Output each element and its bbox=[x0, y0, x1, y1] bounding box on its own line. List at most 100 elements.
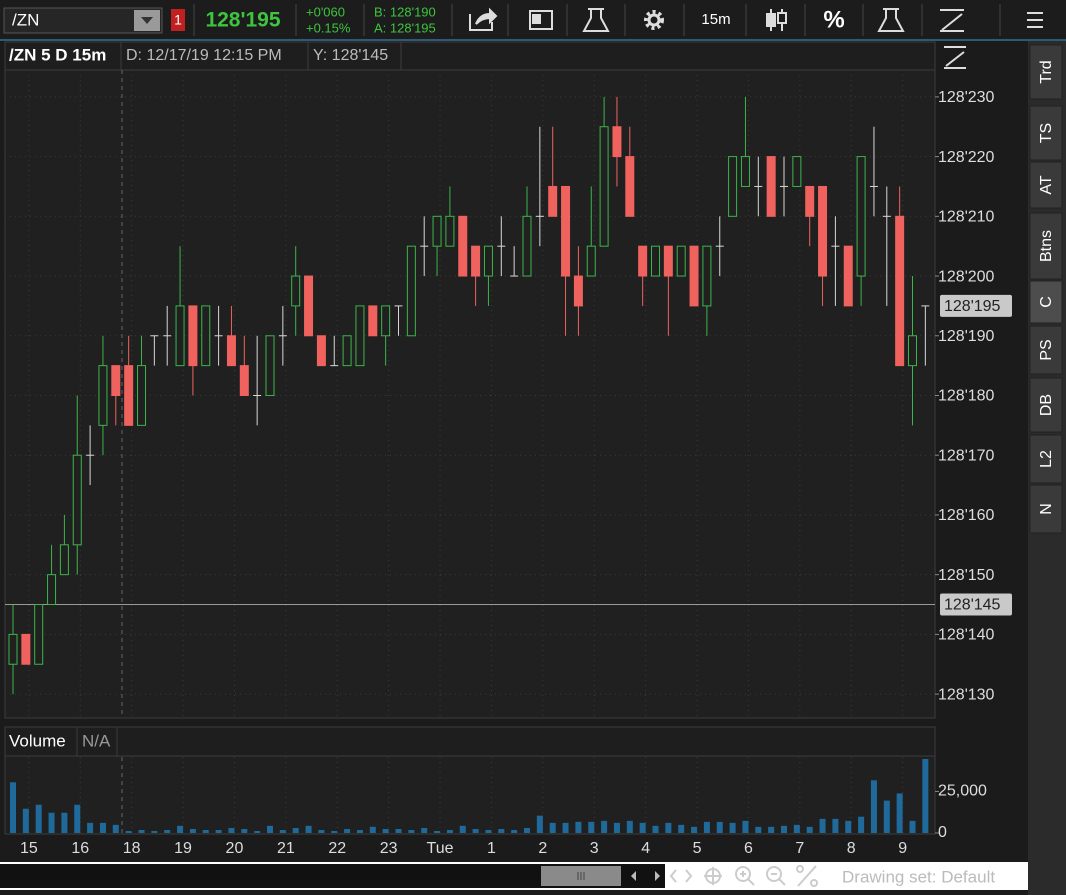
volume-bar bbox=[536, 815, 543, 833]
x-tick-label: 15 bbox=[20, 840, 38, 857]
side-tab[interactable] bbox=[1029, 44, 1063, 100]
chart-title: /ZN 5 D 15m bbox=[9, 45, 106, 64]
candle-body bbox=[47, 574, 57, 606]
candle-body bbox=[548, 185, 558, 217]
price-readout: Y: 128'145 bbox=[313, 47, 388, 64]
candle-body bbox=[72, 454, 82, 546]
x-tick-label: 6 bbox=[744, 840, 753, 857]
grid bbox=[5, 70, 935, 833]
x-tick-label: 4 bbox=[641, 840, 650, 857]
y-tick-label: 128'210 bbox=[938, 209, 995, 226]
side-tab[interactable] bbox=[1029, 377, 1063, 433]
volume-bar bbox=[382, 829, 389, 833]
alert-count: 1 bbox=[174, 12, 182, 28]
volume-bar bbox=[729, 822, 736, 833]
candle-body bbox=[8, 633, 18, 665]
x-tick-label: 9 bbox=[898, 840, 907, 857]
side-tab[interactable] bbox=[1029, 325, 1063, 375]
drawing-tool-icon[interactable] bbox=[944, 46, 966, 69]
last-price-box bbox=[940, 294, 1012, 317]
x-tick-label: 1 bbox=[487, 840, 496, 857]
volume-bar bbox=[845, 820, 852, 833]
candle-body bbox=[59, 544, 69, 576]
candle-body bbox=[188, 305, 198, 367]
side-tab[interactable] bbox=[1029, 484, 1063, 534]
y-tick-label: 128'230 bbox=[938, 89, 995, 106]
strategies-button[interactable] bbox=[877, 8, 905, 32]
candle-body bbox=[175, 305, 185, 367]
volume-bar bbox=[716, 821, 723, 833]
volume-bar bbox=[61, 812, 68, 833]
volume-bar bbox=[215, 830, 222, 833]
volume-bar bbox=[896, 793, 903, 833]
side-tab[interactable] bbox=[1029, 161, 1063, 209]
menu-button[interactable] bbox=[1027, 12, 1043, 28]
volume-bar bbox=[485, 830, 492, 833]
volume-bar bbox=[254, 831, 261, 833]
volume-bar bbox=[305, 825, 312, 833]
volume-bar bbox=[626, 820, 633, 833]
volume-bar bbox=[858, 816, 865, 833]
crosshair-price-box bbox=[940, 593, 1012, 616]
zoom-tools[interactable] bbox=[669, 865, 818, 887]
candle-body bbox=[304, 275, 314, 337]
volume-header bbox=[4, 726, 936, 757]
share-button[interactable] bbox=[469, 7, 498, 31]
volume-bar bbox=[793, 824, 800, 833]
y-tick-label: 128'140 bbox=[938, 627, 995, 644]
chart-type-button[interactable] bbox=[766, 9, 787, 31]
x-tick-label: Tue bbox=[427, 840, 454, 857]
volume-bar bbox=[511, 830, 518, 833]
volume-bar bbox=[832, 818, 839, 833]
x-tick-label: 7 bbox=[795, 840, 804, 857]
percent-button[interactable]: % bbox=[823, 6, 844, 33]
scroll-left[interactable] bbox=[631, 871, 636, 881]
drawing-set[interactable]: Drawing set: Default bbox=[842, 867, 995, 886]
side-tab[interactable] bbox=[1029, 105, 1063, 161]
x-tick-label: 19 bbox=[174, 840, 192, 857]
candle-body bbox=[651, 245, 660, 277]
x-tick-label: 16 bbox=[71, 840, 89, 857]
volume-bar bbox=[74, 804, 81, 833]
side-tab-label: PS bbox=[1038, 339, 1055, 360]
candle-body bbox=[843, 245, 853, 307]
volume-bar bbox=[356, 830, 363, 833]
price-plot bbox=[4, 69, 936, 719]
volume-bar bbox=[909, 820, 916, 833]
candle-body bbox=[458, 215, 468, 277]
studies-button[interactable] bbox=[582, 8, 610, 32]
x-tick-label: 18 bbox=[123, 840, 141, 857]
candle-body bbox=[471, 245, 481, 277]
y-tick-label: 25,000 bbox=[938, 783, 987, 800]
candle-body bbox=[856, 156, 866, 277]
candle-body bbox=[124, 365, 134, 426]
drawings-button[interactable] bbox=[940, 9, 964, 32]
y-tick-label: 128'130 bbox=[938, 686, 995, 703]
volume-bar bbox=[138, 830, 145, 833]
volume-bar bbox=[292, 828, 299, 833]
y-tick-label: 128'190 bbox=[938, 328, 995, 345]
candle-body bbox=[21, 633, 31, 665]
chart-settings-button[interactable] bbox=[529, 10, 553, 30]
side-tab[interactable] bbox=[1029, 280, 1063, 324]
side-tab-label: AT bbox=[1038, 175, 1055, 194]
volume-bar bbox=[703, 821, 710, 833]
volume-bar bbox=[549, 822, 556, 833]
volume-bar bbox=[678, 824, 685, 833]
alert-badge[interactable] bbox=[171, 9, 185, 31]
x-tick-label: 21 bbox=[277, 840, 295, 857]
x-tick-label: 20 bbox=[226, 840, 244, 857]
side-tab[interactable] bbox=[1029, 434, 1063, 484]
volume-value: N/A bbox=[82, 731, 111, 750]
candle-body bbox=[805, 185, 815, 217]
volume-bar bbox=[151, 831, 158, 833]
scroll-right[interactable] bbox=[655, 871, 660, 881]
side-tab[interactable] bbox=[1029, 212, 1063, 280]
candle-body bbox=[226, 335, 236, 367]
crosshair-price-label: 128'145 bbox=[944, 597, 1001, 614]
gear-button[interactable] bbox=[644, 10, 664, 30]
volume-bar bbox=[446, 830, 453, 833]
volume-bar bbox=[819, 818, 826, 833]
bid: B: 128'190 bbox=[374, 4, 436, 19]
timeframe[interactable]: 15m bbox=[701, 11, 730, 28]
